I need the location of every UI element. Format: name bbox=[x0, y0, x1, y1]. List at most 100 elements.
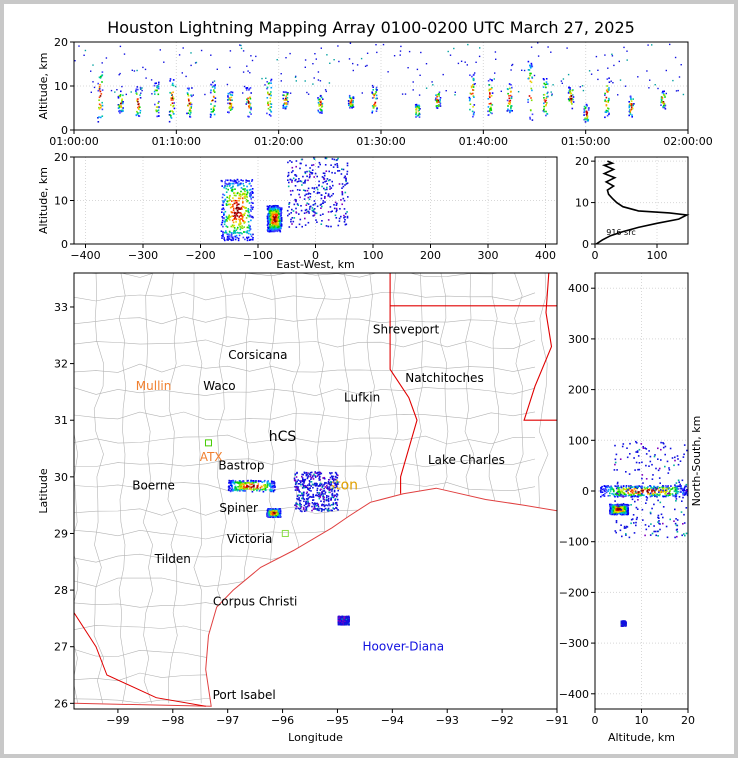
ew-cluster-point bbox=[244, 190, 246, 193]
map-cluster-point bbox=[327, 507, 330, 510]
time-cluster bbox=[117, 90, 124, 114]
time-cluster-point bbox=[435, 107, 438, 109]
time-cluster-point bbox=[269, 97, 272, 99]
ew-xtick-label: 400 bbox=[535, 249, 556, 262]
ew-cluster-point bbox=[277, 209, 279, 212]
time-point bbox=[479, 47, 481, 49]
ns-cluster-point bbox=[622, 503, 625, 505]
map-cluster-point bbox=[323, 476, 326, 479]
ew-cluster-point bbox=[232, 180, 235, 183]
ew-cluster-point bbox=[223, 212, 225, 214]
time-cluster-point bbox=[545, 114, 547, 117]
time-point bbox=[352, 62, 354, 65]
time-point bbox=[313, 77, 315, 79]
time-cluster-point bbox=[572, 96, 575, 98]
time-cluster-point bbox=[154, 93, 156, 95]
ew-cluster-point bbox=[250, 198, 252, 200]
ew-cluster-point bbox=[302, 189, 305, 191]
time-cluster-point bbox=[628, 110, 631, 113]
ew-cluster-point bbox=[239, 220, 241, 222]
map-cluster-point bbox=[323, 508, 325, 511]
time-cluster-point bbox=[97, 121, 100, 123]
ns-cluster-point bbox=[685, 532, 688, 535]
ew-cluster-point bbox=[244, 207, 246, 209]
time-cluster-point bbox=[571, 89, 574, 92]
time-cluster-point bbox=[349, 105, 352, 108]
ew-cluster-point bbox=[233, 218, 235, 220]
map-cluster-point bbox=[317, 509, 319, 511]
map-cluster-point bbox=[348, 623, 350, 626]
time-point bbox=[475, 61, 477, 63]
time-cluster-point bbox=[189, 110, 192, 112]
ns-cluster-point bbox=[609, 509, 611, 512]
time-cluster-point bbox=[320, 106, 323, 108]
time-cluster-point bbox=[435, 94, 437, 96]
time-point bbox=[399, 54, 401, 56]
time-cluster-point bbox=[249, 96, 251, 99]
time-cluster-point bbox=[155, 106, 158, 108]
time-cluster-point bbox=[348, 104, 350, 107]
ew-cluster-point bbox=[250, 185, 252, 187]
ew-cluster-point bbox=[319, 214, 322, 216]
ns-cluster-point bbox=[619, 529, 622, 532]
ns-cluster-point bbox=[656, 530, 659, 533]
map-cluster-point bbox=[309, 471, 312, 474]
ns-cluster-point bbox=[622, 495, 625, 497]
map-cluster-point bbox=[251, 482, 254, 484]
time-cluster-point bbox=[137, 103, 139, 106]
time-cluster-point bbox=[546, 102, 548, 104]
time-cluster-point bbox=[352, 97, 355, 99]
ns-cluster-point bbox=[669, 493, 672, 495]
map-cluster-point bbox=[277, 510, 280, 512]
time-cluster-point bbox=[227, 98, 230, 101]
ew-cluster-point bbox=[301, 225, 303, 228]
ew-xtick-label: −200 bbox=[185, 249, 215, 262]
ew-cluster-point bbox=[251, 208, 254, 210]
time-cluster-point bbox=[154, 103, 156, 106]
time-cluster-point bbox=[372, 93, 374, 95]
map-cluster-point bbox=[312, 508, 315, 510]
ew-cluster-point bbox=[242, 192, 244, 195]
ew-cluster-point bbox=[336, 209, 338, 211]
time-cluster-point bbox=[267, 107, 270, 110]
time-cluster-point bbox=[586, 116, 589, 119]
time-cluster-point bbox=[604, 92, 606, 95]
time-point bbox=[672, 79, 674, 82]
map-cluster-point bbox=[251, 483, 253, 486]
time-cluster-point bbox=[350, 101, 352, 103]
time-point bbox=[136, 69, 138, 72]
time-cluster-point bbox=[472, 113, 475, 116]
time-point bbox=[618, 60, 620, 63]
ew-cluster-point bbox=[327, 211, 330, 213]
ew-cluster-point bbox=[338, 220, 341, 222]
ns-cluster-point bbox=[669, 494, 671, 496]
map-cluster-point bbox=[251, 490, 254, 493]
ns-cluster-point bbox=[664, 495, 666, 498]
ew-cluster-point bbox=[245, 181, 247, 183]
ns-cluster-point bbox=[609, 494, 611, 497]
map-cluster-point bbox=[301, 487, 304, 489]
ew-cluster-point bbox=[315, 219, 317, 221]
time-cluster-point bbox=[660, 98, 663, 101]
time-cluster bbox=[506, 83, 513, 114]
ns-cluster-point bbox=[616, 505, 619, 507]
time-cluster-point bbox=[118, 106, 121, 108]
time-cluster-point bbox=[170, 92, 173, 94]
map-cluster-point bbox=[234, 485, 237, 488]
time-cluster-point bbox=[250, 108, 252, 111]
map-cluster-point bbox=[252, 482, 255, 484]
time-cluster-point bbox=[545, 110, 547, 113]
ew-cluster-point bbox=[226, 239, 228, 241]
ns-cluster-point bbox=[644, 488, 646, 491]
ns-cluster-point bbox=[654, 493, 656, 496]
ew-cluster-point bbox=[237, 211, 240, 214]
ew-cluster-point bbox=[276, 221, 279, 224]
city-label-tilden: Tilden bbox=[154, 552, 191, 566]
ns-cluster-point bbox=[649, 485, 651, 487]
time-point bbox=[140, 88, 142, 90]
ew-cluster-point bbox=[322, 181, 324, 184]
ns-cluster-point bbox=[624, 506, 626, 508]
map-cluster-point bbox=[337, 509, 339, 511]
time-cluster bbox=[434, 91, 442, 109]
time-cluster-point bbox=[137, 98, 139, 100]
